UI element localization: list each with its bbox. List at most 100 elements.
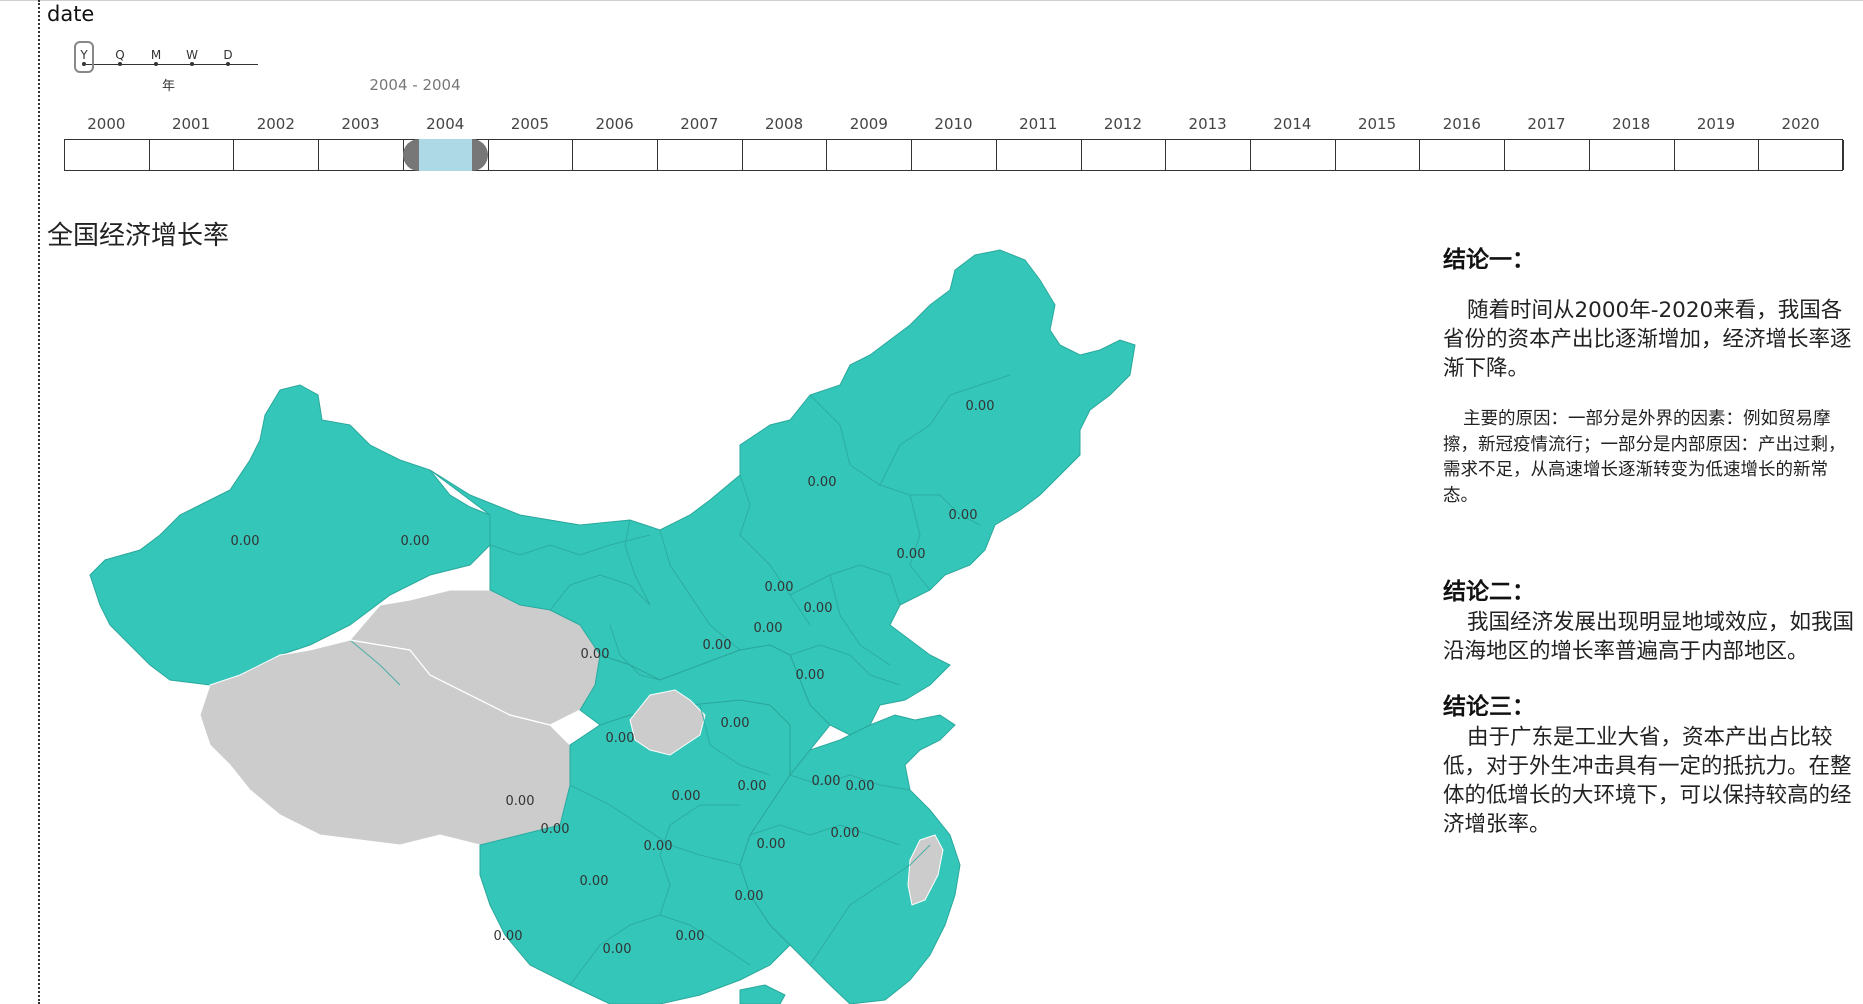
timeline-year-label: 2008 bbox=[764, 115, 804, 133]
timeline-year-cell[interactable] bbox=[1251, 140, 1336, 170]
province-value-label: 0.00 bbox=[581, 647, 610, 662]
timeline-year-cell[interactable] bbox=[1675, 140, 1760, 170]
timeline-year-label: 2010 bbox=[934, 115, 973, 133]
timeline-year-cell[interactable] bbox=[912, 140, 997, 170]
timeline-year-label: 2000 bbox=[87, 115, 126, 133]
date-filter-title: date bbox=[47, 2, 95, 26]
province-value-label: 0.00 bbox=[757, 837, 786, 852]
timeline-year-label: 2020 bbox=[1781, 115, 1820, 133]
region-chongqing[interactable] bbox=[629, 689, 706, 756]
timeline-year-cell[interactable] bbox=[150, 140, 235, 170]
granularity-track bbox=[86, 64, 258, 65]
timeline-handle-start[interactable] bbox=[402, 139, 419, 171]
timeline-year-cell[interactable] bbox=[1082, 140, 1167, 170]
granularity-option-year[interactable]: Y bbox=[80, 48, 88, 62]
province-value-label: 0.00 bbox=[804, 601, 833, 616]
region-taiwan[interactable] bbox=[907, 834, 944, 906]
timeline-year-labels: 2000 2001 2002 2003 2004 2005 2006 2007 2008 2009… bbox=[64, 115, 1843, 135]
timeline-year-label: 2015 bbox=[1357, 115, 1397, 133]
province-value-label: 0.00 bbox=[603, 942, 632, 957]
year-timeline[interactable]: 2000 2001 2002 2003 2004 2005 2006 2007 2008 2009… bbox=[64, 110, 1844, 174]
top-divider bbox=[0, 0, 1863, 1]
region-hainan[interactable] bbox=[739, 984, 786, 1004]
map-title: 全国经济增长率 bbox=[47, 221, 230, 251]
timeline-year-cell[interactable] bbox=[234, 140, 320, 170]
province-value-label: 0.00 bbox=[231, 534, 260, 549]
timeline-year-label: 2007 bbox=[680, 115, 719, 133]
province-value-label: 0.00 bbox=[831, 826, 860, 841]
timeline-year-cell[interactable] bbox=[1336, 140, 1421, 170]
timeline-year-label: 2011 bbox=[1019, 115, 1058, 133]
timeline-year-label: 2018 bbox=[1612, 115, 1651, 133]
granularity-option-month[interactable]: M bbox=[150, 48, 162, 62]
left-dotted-guide bbox=[38, 0, 40, 1004]
timeline-year-label: 2003 bbox=[341, 115, 380, 133]
region-southwest[interactable] bbox=[479, 699, 791, 1004]
timeline-year-label: 2006 bbox=[595, 115, 634, 133]
timeline-year-label: 2019 bbox=[1696, 115, 1736, 133]
timeline-year-cell[interactable] bbox=[65, 140, 150, 170]
province-value-label: 0.00 bbox=[703, 638, 732, 653]
timeline-year-cell[interactable] bbox=[1420, 140, 1506, 170]
timeline-year-cell[interactable] bbox=[997, 140, 1082, 170]
timeline-year-label: 2005 bbox=[510, 115, 550, 133]
province-boundaries bbox=[349, 374, 1011, 986]
conclusion-3: 结论三： 由于广东是工业大省，资本产出占比较低，对于外生冲击具有一定的抵抗力。在… bbox=[1443, 687, 1858, 839]
timeline-handle-end[interactable] bbox=[471, 139, 488, 171]
timeline-year-cell[interactable] bbox=[489, 140, 574, 170]
timeline-year-label: 2004 bbox=[426, 115, 465, 133]
granularity-option-quarter[interactable]: Q bbox=[115, 48, 125, 62]
granularity-tick bbox=[190, 62, 194, 66]
conclusion-2-text: 我国经济发展出现明显地域效应，如我国沿海地区的增长率普遍高于内部地区。 bbox=[1443, 610, 1855, 664]
timeline-year-cell[interactable] bbox=[319, 140, 404, 170]
province-value-label: 0.00 bbox=[735, 889, 764, 904]
conclusion-1-title: 结论一： bbox=[1443, 247, 1535, 273]
timeline-year-label: 2017 bbox=[1527, 115, 1566, 133]
region-central[interactable] bbox=[579, 644, 831, 777]
grey-region-boundaries bbox=[349, 639, 551, 726]
timeline-year-label: 2009 bbox=[849, 115, 888, 133]
conclusion-3-text: 由于广东是工业大省，资本产出占比较低，对于外生冲击具有一定的抵抗力。在整体的低增… bbox=[1443, 725, 1852, 837]
province-value-label: 0.00 bbox=[494, 929, 523, 944]
granularity-caption: 年 bbox=[162, 79, 176, 94]
province-value-label: 0.00 bbox=[897, 547, 926, 562]
province-value-label: 0.00 bbox=[738, 779, 767, 794]
granularity-selector[interactable]: Y Q M W D 年 bbox=[70, 40, 270, 100]
granularity-tick bbox=[226, 62, 230, 66]
province-value-label: 0.00 bbox=[796, 668, 825, 683]
timeline-track[interactable] bbox=[64, 139, 1844, 171]
province-value-label: 0.00 bbox=[966, 399, 995, 414]
timeline-year-cell[interactable] bbox=[658, 140, 743, 170]
province-value-label: 0.00 bbox=[676, 929, 705, 944]
province-value-label: 0.00 bbox=[506, 794, 535, 809]
province-value-label: 0.00 bbox=[754, 621, 783, 636]
timeline-year-cell[interactable] bbox=[1166, 140, 1251, 170]
timeline-year-cell[interactable] bbox=[404, 140, 489, 170]
timeline-year-label: 2002 bbox=[256, 115, 295, 133]
timeline-year-cell[interactable] bbox=[827, 140, 913, 170]
timeline-year-cell[interactable] bbox=[1590, 140, 1675, 170]
conclusion-2: 结论二： 我国经济发展出现明显地域效应，如我国沿海地区的增长率普遍高于内部地区。 bbox=[1443, 572, 1858, 666]
province-value-label: 0.00 bbox=[644, 839, 673, 854]
timeline-year-label: 2014 bbox=[1273, 115, 1312, 133]
province-value-label: 0.00 bbox=[949, 508, 978, 523]
province-value-label: 0.00 bbox=[812, 774, 841, 789]
china-map[interactable]: 0.00 0.00 0.00 0.00 0.00 0.00 0.00 0.00 0.00 0.00… bbox=[50, 245, 1180, 1004]
timeline-selected-range[interactable] bbox=[418, 139, 472, 171]
granularity-option-week[interactable]: W bbox=[186, 48, 198, 62]
conclusion-3-title: 结论三： bbox=[1443, 694, 1535, 720]
province-value-label: 0.00 bbox=[580, 874, 609, 889]
timeline-year-cell[interactable] bbox=[1759, 140, 1844, 170]
conclusion-1-note: 主要的原因：一部分是外界的因素：例如贸易摩擦，新冠疫情流行；一部分是内部原因：产… bbox=[1443, 409, 1846, 506]
timeline-year-cell[interactable] bbox=[743, 140, 828, 170]
timeline-year-cell[interactable] bbox=[1505, 140, 1590, 170]
province-value-labels: 0.00 0.00 0.00 0.00 0.00 0.00 0.00 0.00 0.00 0.00… bbox=[231, 399, 995, 957]
timeline-year-label: 2001 bbox=[171, 115, 211, 133]
china-map-svg[interactable]: 0.00 0.00 0.00 0.00 0.00 0.00 0.00 0.00 0.00 0.00… bbox=[50, 245, 1180, 1004]
conclusion-1: 结论一： 随着时间从2000年-2020来看，我国各省份的资本产出比逐渐增加，经… bbox=[1443, 240, 1858, 509]
granularity-option-day[interactable]: D bbox=[223, 48, 233, 62]
conclusion-2-title: 结论二： bbox=[1443, 579, 1535, 605]
granularity-selected-marker[interactable] bbox=[74, 41, 94, 73]
timeline-year-cell[interactable] bbox=[573, 140, 658, 170]
timeline-year-label: 2012 bbox=[1103, 115, 1143, 133]
